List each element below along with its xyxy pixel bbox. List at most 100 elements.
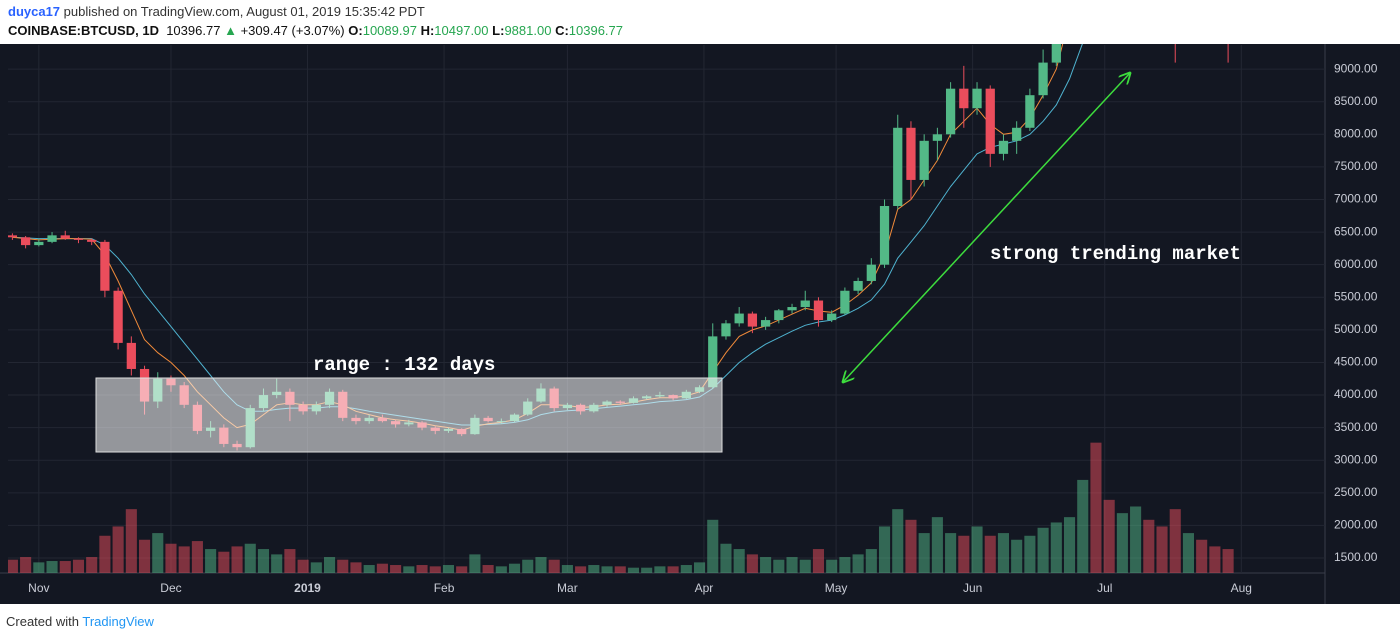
candle-body [8, 235, 18, 238]
x-tick-label: May [825, 581, 848, 595]
volume-bar [1196, 539, 1208, 573]
volume-bar [707, 519, 719, 573]
y-tick-label: 3000.00 [1334, 452, 1378, 466]
y-tick-label: 6500.00 [1334, 224, 1378, 238]
volume-bar [1116, 513, 1128, 573]
candle-body [100, 241, 110, 291]
volume-bar [812, 549, 825, 573]
trend-note: strong trending market [990, 243, 1241, 265]
chart-background [0, 44, 1400, 604]
volume-bar [799, 559, 811, 573]
change-arrow: ▲ [224, 23, 237, 38]
volume-bar [284, 549, 296, 573]
volume-bar [535, 557, 547, 573]
volume-bar [852, 554, 864, 573]
candle-body [879, 206, 890, 265]
symbol: COINBASE:BTCUSD, 1D [8, 23, 159, 38]
volume-bar [667, 566, 679, 573]
candle-body [853, 280, 863, 291]
x-tick-label: Feb [434, 581, 455, 595]
candle-body [34, 241, 44, 246]
candle-body [1012, 127, 1022, 141]
volume-bar [958, 535, 970, 573]
volume-bar [1011, 539, 1023, 573]
volume-bar [760, 557, 772, 573]
x-tick-label: Apr [695, 581, 714, 595]
volume-bar [205, 549, 217, 573]
volume-bar [337, 559, 349, 573]
volume-bar [720, 543, 732, 573]
x-tick-label: Dec [160, 581, 181, 595]
volume-bar [984, 535, 996, 573]
volume-bar [773, 559, 785, 573]
candle-body [919, 140, 929, 180]
volume-bar [575, 566, 587, 573]
volume-bar [997, 533, 1010, 573]
x-tick-label: Mar [557, 581, 578, 595]
volume-bar [152, 533, 164, 573]
volume-bar [931, 517, 943, 573]
volume-bar [138, 539, 151, 573]
candle-body [840, 290, 850, 314]
volume-bar [588, 565, 600, 573]
y-tick-label: 2500.00 [1334, 485, 1378, 499]
symbol-line: COINBASE:BTCUSD, 1D 10396.77 ▲ +309.47 (… [8, 23, 623, 38]
x-tick-label: Nov [28, 581, 49, 595]
volume-bar [839, 557, 851, 573]
volume-bar [561, 565, 573, 573]
volume-bar [390, 565, 402, 573]
x-tick-label: Jun [963, 581, 982, 595]
volume-bar [363, 565, 375, 573]
volume-bar [945, 533, 957, 573]
volume-bar [1077, 479, 1089, 573]
volume-bar [297, 559, 309, 573]
author[interactable]: duyca17 [8, 4, 61, 19]
chart: range : 132 days strong trending market … [0, 44, 1400, 604]
volume-bar [614, 566, 626, 573]
footer-text: Created with [6, 614, 79, 629]
volume-bar [1037, 527, 1049, 573]
candle-body [708, 336, 718, 388]
volume-bar [125, 509, 137, 573]
volume-bar [918, 533, 930, 573]
x-tick-label: 2019 [294, 581, 321, 595]
volume-bar [257, 549, 270, 573]
y-tick-label: 1500.00 [1334, 550, 1378, 564]
volume-bar [46, 561, 58, 573]
volume-bar [403, 566, 415, 573]
y-tick-label: 4000.00 [1334, 387, 1378, 401]
volume-bar [231, 546, 243, 573]
y-tick-label: 4500.00 [1334, 355, 1378, 369]
candle-body [60, 235, 70, 239]
candle-body [126, 342, 136, 369]
candle-body [1051, 44, 1061, 63]
candle-body [20, 237, 31, 246]
candle-body [47, 235, 57, 242]
volume-bar [20, 557, 32, 573]
volume-bar [86, 557, 98, 573]
candle-body [113, 290, 123, 343]
brand[interactable]: TradingView [82, 614, 154, 629]
ohlc-label: L: [492, 23, 505, 38]
candle-body [1038, 62, 1048, 96]
volume-bar [112, 526, 124, 573]
ohlc-value: 10089.97 [362, 23, 417, 38]
publish-line: duyca17 published on TradingView.com, Au… [8, 4, 425, 19]
ohlc-value: 10497.00 [434, 23, 489, 38]
volume-bar [548, 559, 560, 573]
candle-body [760, 320, 771, 327]
volume-bar [165, 543, 177, 573]
ohlc-label: O: [348, 23, 363, 38]
candle-body [73, 238, 84, 240]
ohlc-value: 10396.77 [568, 23, 624, 38]
volume-bar [971, 526, 983, 573]
volume-bar [746, 554, 758, 573]
volume-bar [601, 566, 613, 573]
candle-body [747, 313, 758, 327]
range-box [95, 377, 723, 453]
volume-bar [1143, 519, 1155, 573]
volume-bar [191, 541, 203, 573]
volume-bar [8, 559, 18, 573]
candle-body [893, 127, 903, 207]
